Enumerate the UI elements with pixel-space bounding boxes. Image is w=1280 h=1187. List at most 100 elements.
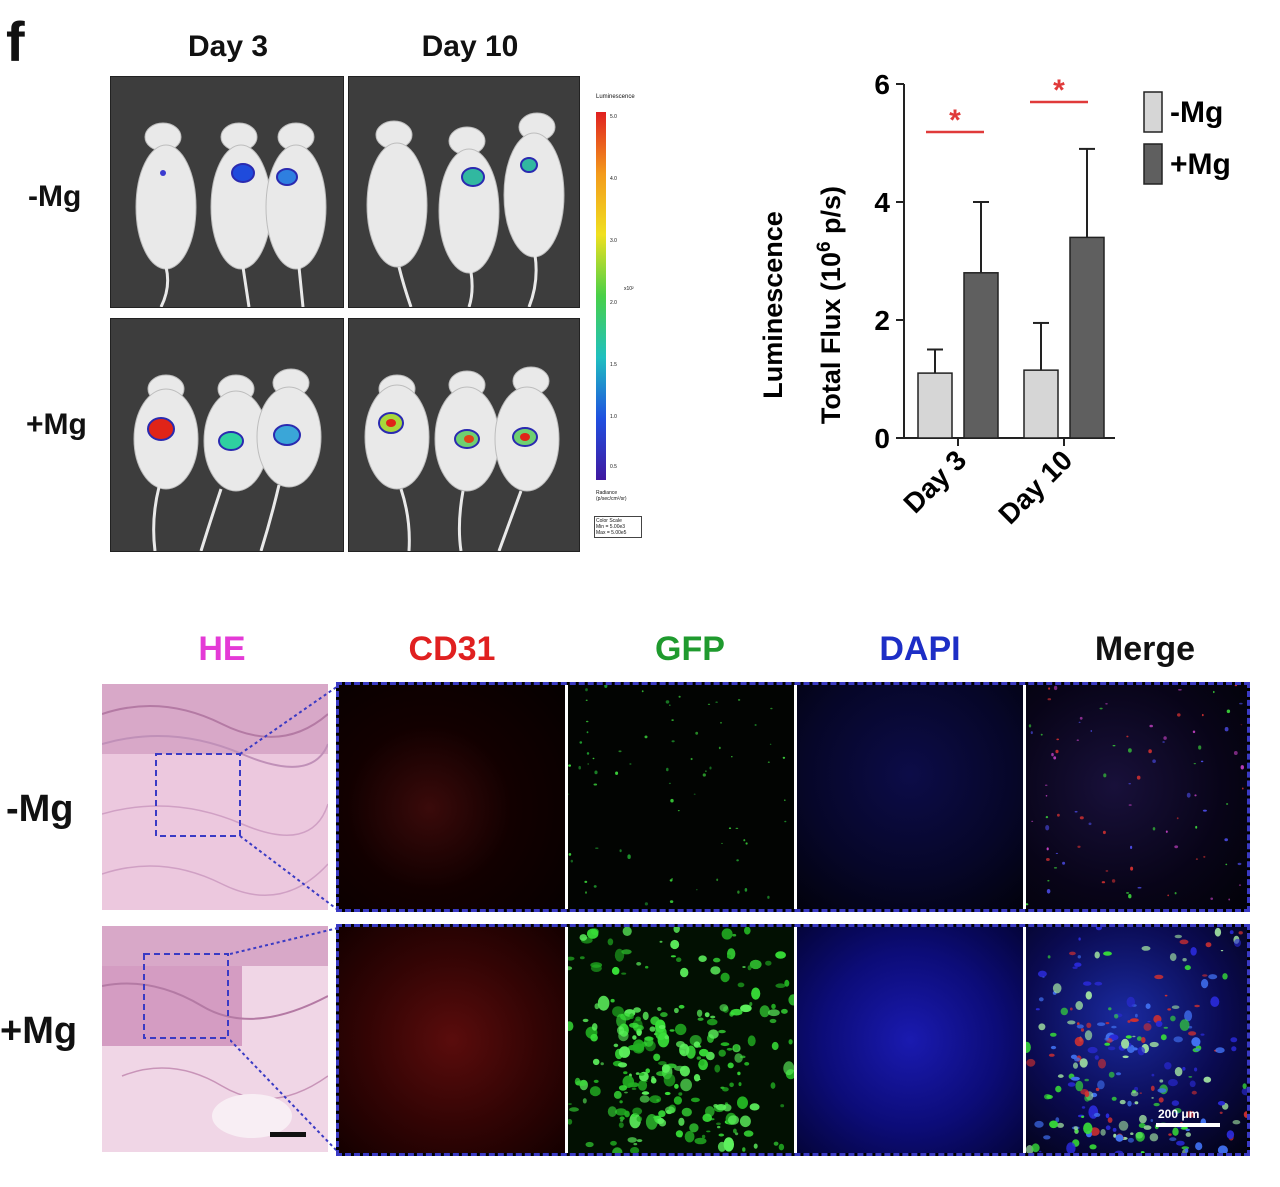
signal-speckle	[641, 690, 644, 693]
panel-divider	[565, 927, 568, 1153]
signal-speckle	[1046, 847, 1049, 851]
signal-speckle	[1077, 845, 1081, 848]
signal-speckle	[1087, 1046, 1098, 1054]
signal-speckle	[1237, 862, 1242, 866]
signal-speckle	[644, 902, 648, 906]
colorbar-box-line: Max = 5.00e5	[596, 530, 627, 536]
signal-speckle	[720, 1042, 730, 1047]
signal-speckle	[1074, 962, 1082, 967]
signal-speckle	[658, 1061, 667, 1066]
mouse-image	[133, 368, 322, 551]
signal-speckle	[1188, 1076, 1193, 1078]
signal-speckle	[1085, 991, 1092, 1000]
signal-speckle	[1192, 730, 1196, 734]
signal-speckle	[1126, 892, 1130, 894]
signal-speckle	[718, 1049, 726, 1057]
colorbar-footer: Radiance (p/sec/cm²/sr)	[596, 490, 627, 502]
signal-speckle	[1159, 1079, 1164, 1083]
signal-speckle	[579, 934, 588, 941]
signal-speckle	[585, 1141, 594, 1148]
signal-speckle	[1164, 994, 1168, 997]
signal-speckle	[1228, 898, 1231, 901]
signal-speckle	[1220, 950, 1224, 952]
signal-speckle	[788, 1039, 793, 1045]
signal-speckle	[1031, 1143, 1040, 1153]
signal-speckle	[1170, 1015, 1176, 1022]
signal-speckle	[720, 972, 730, 983]
signal-speckle	[1173, 1108, 1182, 1114]
signal-speckle	[1077, 955, 1081, 959]
signal-speckle	[1177, 713, 1181, 717]
signal-speckle	[1094, 951, 1100, 959]
signal-speckle	[592, 1058, 600, 1066]
signal-speckle	[632, 1114, 636, 1117]
signal-speckle	[1151, 1073, 1155, 1077]
signal-speckle	[726, 1047, 733, 1051]
signal-speckle	[1125, 1035, 1132, 1039]
signal-speckle	[1234, 938, 1241, 947]
signal-speckle	[1114, 1014, 1119, 1019]
signal-speckle	[619, 849, 622, 853]
stain-header-gfp: GFP	[655, 630, 725, 668]
signal-speckle	[633, 1142, 638, 1146]
signal-speckle	[1229, 930, 1234, 935]
signal-speckle	[737, 1071, 741, 1076]
bioluminescence-image-minus-mg-day3	[110, 76, 344, 308]
legend-label: -Mg	[1170, 96, 1223, 129]
signal-speckle	[670, 798, 674, 803]
signal-speckle	[627, 854, 631, 859]
signal-speckle	[1055, 749, 1059, 754]
signal-speckle	[1184, 1010, 1193, 1022]
signal-speckle	[1111, 879, 1116, 883]
signal-speckle	[1098, 1058, 1106, 1069]
signal-speckle	[716, 1122, 721, 1126]
signal-speckle	[730, 1008, 743, 1016]
signal-speckle	[1153, 1102, 1160, 1107]
signal-speckle	[1176, 1140, 1185, 1146]
signal-speckle	[1048, 687, 1051, 690]
signal-speckle	[1127, 1044, 1135, 1053]
signal-speckle	[742, 966, 746, 968]
signal-speckle	[754, 724, 757, 726]
signal-speckle	[1241, 1087, 1247, 1096]
signal-speckle	[637, 1080, 648, 1091]
signal-speckle	[678, 1117, 685, 1126]
signal-speckle	[620, 1119, 624, 1122]
signal-speckle	[1053, 756, 1057, 760]
signal-speckle	[1205, 942, 1212, 948]
signal-speckle	[1048, 1053, 1055, 1057]
signal-speckle	[1055, 1117, 1060, 1123]
signal-speckle	[1047, 955, 1051, 959]
signal-speckle	[1149, 1041, 1159, 1048]
signal-speckle	[1141, 946, 1151, 951]
signal-speckle	[1215, 1047, 1225, 1054]
y-axis-label-sup: 6	[814, 241, 835, 252]
merge-image-minus-mg	[1026, 685, 1247, 909]
signal-speckle	[1075, 1001, 1083, 1010]
signal-speckle	[1079, 816, 1084, 820]
signal-speckle	[1194, 1048, 1201, 1052]
fluorescence-strip-plus-mg: 200 μm	[336, 924, 1250, 1156]
signal-speckle	[1037, 970, 1047, 978]
signal-speckle	[1213, 690, 1215, 694]
signal-speckle	[1193, 763, 1196, 765]
signal-speckle	[1239, 702, 1243, 705]
signal-speckle	[1174, 845, 1179, 849]
signal-speckle	[1149, 1133, 1159, 1142]
signal-speckle	[708, 1029, 719, 1039]
bioluminescence-image-minus-mg-day10	[348, 76, 580, 308]
signal-speckle	[632, 1107, 643, 1116]
bar-minusmg	[1023, 369, 1059, 439]
signal-speckle	[1115, 1134, 1124, 1142]
signal-speckle	[1164, 1062, 1172, 1070]
signal-speckle	[715, 1104, 727, 1111]
signal-speckle	[568, 793, 570, 795]
signal-speckle	[1172, 1127, 1179, 1136]
signal-speckle	[675, 1130, 683, 1138]
signal-speckle	[1141, 1037, 1146, 1043]
signal-speckle	[1210, 996, 1220, 1007]
signal-speckle	[613, 1043, 619, 1048]
luminescence-colorbar: Luminescence 5.0 4.0 3.0 x10² 2.0 1.5 1.…	[594, 94, 644, 554]
signal-speckle	[636, 1139, 643, 1143]
signal-speckle	[788, 994, 794, 1006]
